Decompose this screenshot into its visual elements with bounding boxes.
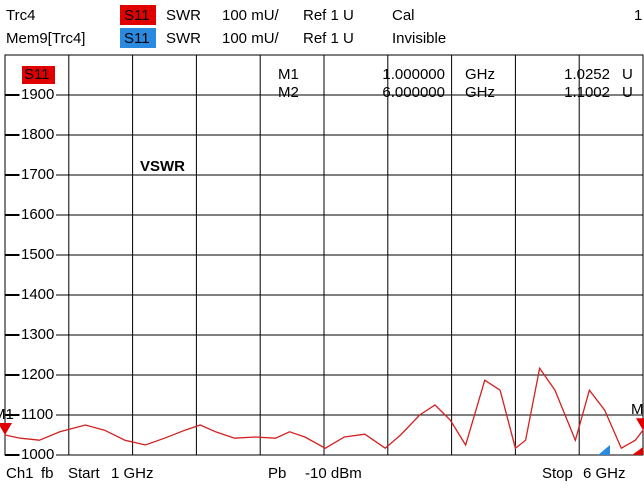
y-tick-label: 1800: [21, 126, 54, 143]
trace: [4, 366, 644, 450]
y-tick-label: 1400: [21, 286, 54, 303]
tick-label-bg: [20, 167, 56, 183]
header-text: Ref 1 U: [303, 30, 354, 47]
memory-marker: [632, 447, 643, 455]
header-text: S11: [124, 30, 150, 47]
y-tick-label: 1100: [21, 406, 53, 423]
y-tick-label: 1500: [21, 246, 54, 263]
y-tick-label: 1700: [21, 166, 54, 183]
marker-info: 1.0252: [564, 66, 610, 83]
footer-text: Ch1: [6, 465, 34, 482]
tick-label-bg: [20, 327, 56, 343]
tick-label-bg: [20, 247, 56, 263]
header-text: 1: [634, 7, 642, 24]
marker-info: U: [622, 66, 633, 83]
tick-label-bg: [20, 367, 56, 383]
header-text: SWR: [166, 30, 201, 47]
footer-text: -10 dBm: [305, 465, 362, 482]
tick-label-bg: [20, 207, 56, 223]
marker-info: GHz: [465, 66, 495, 83]
footer-text: Stop: [542, 465, 573, 482]
chart-title: VSWR: [140, 158, 185, 175]
marker-info: M1: [278, 66, 299, 83]
tick-label-bg: [20, 287, 56, 303]
memory-marker: [598, 445, 610, 455]
header-text: SWR: [166, 7, 201, 24]
y-tick-label: 1600: [21, 206, 54, 223]
marker-info: 6.000000: [382, 84, 445, 101]
marker-flag: M2: [631, 401, 644, 418]
marker-flag: M1: [0, 406, 14, 423]
footer-text: Start: [68, 465, 101, 482]
trace-badge-bg: [120, 28, 156, 48]
tick-label-bg: [20, 127, 56, 143]
marker-info: GHz: [465, 84, 495, 101]
marker-info: 1.000000: [382, 66, 445, 83]
header-text: 100 mU/: [222, 7, 280, 24]
footer-text: 1 GHz: [111, 465, 154, 482]
marker-info: 1.1002: [564, 84, 610, 101]
y-tick-label: 1200: [21, 366, 54, 383]
marker-triangle: [0, 423, 12, 435]
tick-label-bg: [20, 87, 56, 103]
trace-badge-bg: [22, 66, 55, 84]
marker-triangle: [636, 418, 644, 431]
y-tick-label: 1900: [21, 86, 54, 103]
tick-label-bg: [20, 407, 56, 423]
header-text: Cal: [392, 7, 415, 24]
footer-text: Pb: [268, 465, 286, 482]
header-text: Mem9[Trc4]: [6, 30, 85, 47]
header-text: S11: [124, 7, 150, 24]
tick-label-bg: [20, 447, 56, 463]
trace-badge: S11: [24, 66, 50, 83]
trace-badge-bg: [120, 5, 156, 25]
footer-text: fb: [41, 465, 54, 482]
header-text: Trc4: [6, 7, 35, 24]
header-text: Invisible: [392, 30, 446, 47]
y-tick-label: 1000: [21, 446, 54, 463]
marker-info: M2: [278, 84, 299, 101]
header-text: Ref 1 U: [303, 7, 354, 24]
marker-info: U: [622, 84, 633, 101]
y-tick-label: 1300: [21, 326, 54, 343]
header-text: 100 mU/: [222, 30, 280, 47]
footer-text: 6 GHz: [583, 465, 626, 482]
